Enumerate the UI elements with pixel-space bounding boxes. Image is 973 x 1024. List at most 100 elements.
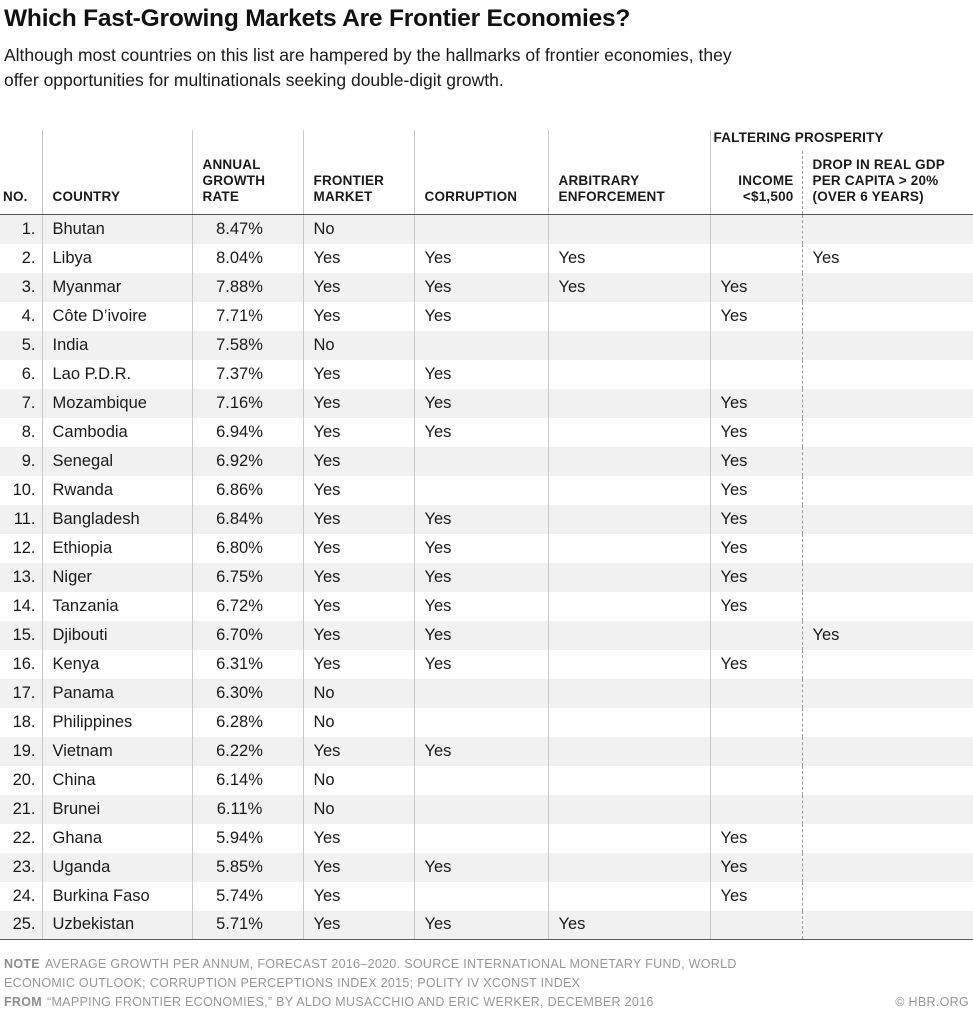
cell-country: Tanzania (41, 591, 192, 621)
cell-gdp_drop (801, 504, 973, 534)
cell-arbitrary (547, 504, 710, 534)
cell-no: 23. (0, 852, 42, 882)
cell-country: Myanmar (41, 272, 192, 302)
table-body: 1. Bhutan 8.47% No 2. Libya 8.04% Yes Yes Yes Yes 3… (0, 214, 973, 941)
cell-arbitrary (547, 330, 710, 360)
cell-no: 5. (0, 330, 42, 360)
cell-no: 18. (12, 712, 36, 731)
cell-income (709, 214, 802, 244)
cell-corruption: Yes (413, 562, 548, 592)
cell-no: 3. (0, 272, 42, 302)
cell-gdp_drop (801, 359, 973, 389)
copyright-hbr: © HBR.ORG (895, 994, 969, 1009)
from-line: FROM “MAPPING FRONTIER ECONOMIES,” BY ALD… (4, 993, 969, 1012)
cell-gdp_drop (801, 910, 973, 941)
cell-gdp_drop (801, 794, 973, 824)
cell-frontier: Yes (302, 533, 414, 563)
cell-income (709, 794, 802, 824)
cell-country: Bhutan (41, 214, 192, 244)
cell-gdp_drop (801, 823, 973, 853)
cell-no: 1. (0, 214, 42, 244)
cell-income: Yes (709, 388, 802, 418)
cell-growth: 6.31% (191, 649, 303, 679)
table-row: 15. Djibouti 6.70% Yes Yes Yes (0, 620, 973, 650)
cell-growth: 6.92% (191, 446, 303, 476)
column-header-no: NO. (0, 150, 42, 216)
cell-income: Yes (709, 562, 802, 592)
cell-no: 25. (0, 910, 42, 941)
note-label: NOTE (4, 957, 40, 972)
cell-growth: 6.94% (191, 417, 303, 447)
table-row: 14. Tanzania 6.72% Yes Yes Yes (0, 591, 973, 621)
cell-gdp_drop (801, 881, 973, 911)
cell-corruption: Yes (413, 272, 548, 302)
cell-arbitrary (547, 707, 710, 737)
group-header-spacer (191, 129, 303, 151)
cell-no: 19. (0, 736, 42, 766)
cell-income: Yes (709, 272, 802, 302)
cell-growth: 7.88% (191, 272, 303, 302)
cell-no: 13. (0, 562, 42, 592)
cell-income (709, 910, 802, 941)
cell-gdp_drop (801, 765, 973, 795)
cell-income (709, 736, 802, 766)
cell-corruption (413, 678, 548, 708)
cell-frontier: Yes (302, 881, 414, 911)
cell-country: Libya (41, 243, 192, 273)
cell-corruption (413, 330, 548, 360)
cell-country: Côte D’ivoire (41, 301, 192, 331)
cell-corruption (413, 475, 548, 505)
cell-no: 8. (21, 422, 36, 441)
cell-gdp_drop (801, 678, 973, 708)
cell-country: China (41, 765, 192, 795)
cell-country: Rwanda (41, 475, 192, 505)
cell-growth: 6.75% (191, 562, 303, 592)
page-subtitle: Although most countries on this list are… (4, 45, 732, 90)
cell-no: 16. (12, 654, 36, 673)
cell-no: 9. (0, 446, 42, 476)
table-row: 9. Senegal 6.92% Yes Yes (0, 446, 973, 476)
cell-growth: 8.04% (191, 243, 303, 273)
cell-income (709, 359, 802, 389)
cell-corruption: Yes (413, 620, 548, 650)
cell-country: Niger (41, 562, 192, 592)
cell-corruption: Yes (413, 649, 548, 679)
cell-corruption: Yes (413, 359, 548, 389)
cell-country: Senegal (41, 446, 192, 476)
cell-gdp_drop (801, 475, 973, 505)
cell-growth: 5.71% (191, 910, 303, 941)
group-header-faltering-prosperity: FALTERING PROSPERITY (709, 129, 973, 151)
cell-corruption (413, 881, 548, 911)
cell-no: 2. (21, 248, 36, 267)
cell-growth: 5.85% (191, 852, 303, 882)
cell-corruption (413, 823, 548, 853)
cell-arbitrary (547, 881, 710, 911)
cell-growth: 6.70% (191, 620, 303, 650)
cell-growth: 7.71% (191, 301, 303, 331)
cell-country: Kenya (41, 649, 192, 679)
cell-growth: 7.16% (191, 388, 303, 418)
cell-no: 6. (21, 364, 36, 383)
cell-frontier: No (302, 330, 414, 360)
cell-corruption (413, 446, 548, 476)
cell-corruption: Yes (413, 243, 548, 273)
group-header-spacer (0, 130, 42, 151)
cell-income: Yes (709, 475, 802, 505)
column-header-arbitrary-enforcement: ARBITRARY ENFORCEMENT (547, 150, 710, 216)
cell-arbitrary (547, 301, 710, 331)
cell-gdp_drop (801, 330, 973, 360)
cell-frontier: Yes (302, 388, 414, 418)
group-header-spacer (413, 129, 548, 151)
table-row: 20. China 6.14% No (0, 765, 973, 795)
cell-country: Bangladesh (41, 504, 192, 534)
cell-country: Uzbekistan (41, 910, 192, 941)
cell-frontier: Yes (302, 504, 414, 534)
cell-income: Yes (709, 823, 802, 853)
cell-income (709, 765, 802, 795)
table-row: 22. Ghana 5.94% Yes Yes (0, 823, 973, 853)
cell-no: 21. (0, 794, 42, 824)
cell-no: 15. (0, 620, 42, 650)
column-header-country: COUNTRY (41, 150, 192, 216)
cell-country: Ghana (41, 823, 192, 853)
cell-gdp_drop: Yes (801, 243, 973, 273)
